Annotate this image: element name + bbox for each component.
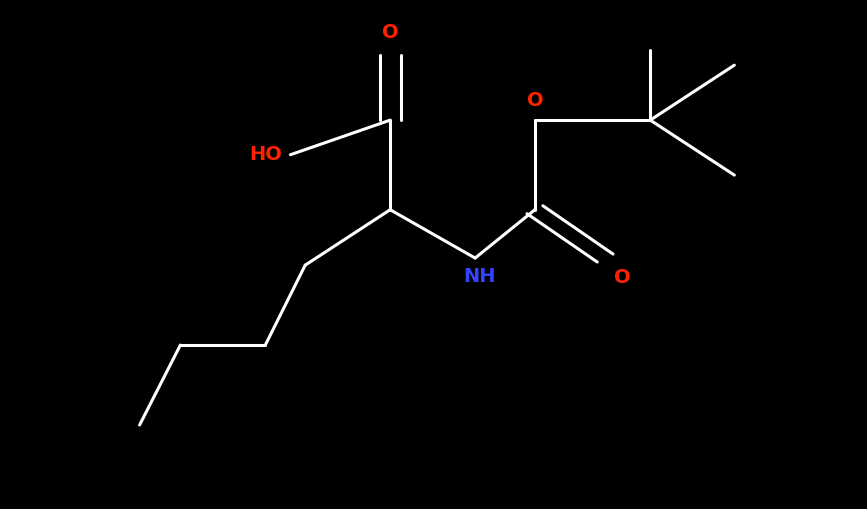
Text: O: O: [526, 91, 544, 110]
Text: O: O: [614, 268, 631, 287]
Text: HO: HO: [249, 145, 282, 164]
Text: O: O: [381, 23, 399, 42]
Text: NH: NH: [463, 267, 496, 286]
